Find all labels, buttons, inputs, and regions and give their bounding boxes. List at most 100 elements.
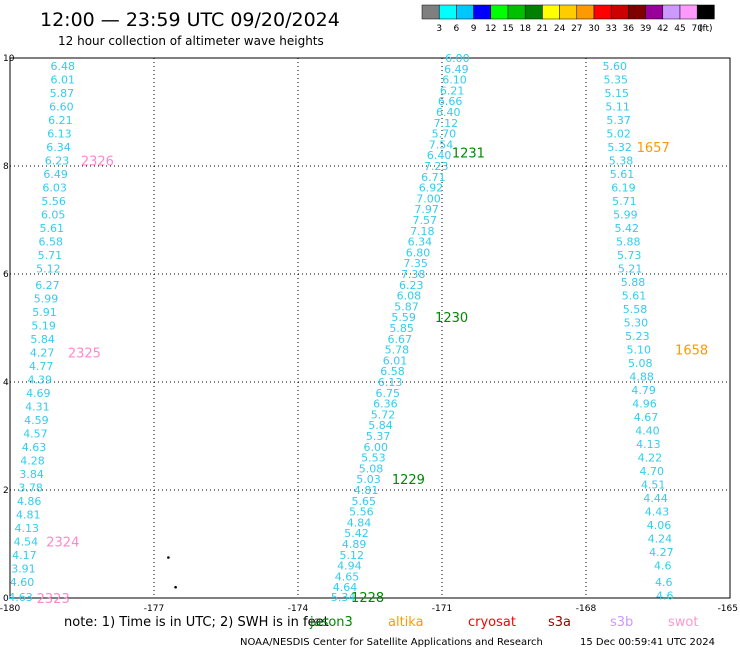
pass-number-label: 2324: [46, 535, 79, 550]
wave-height-label: 6.49: [444, 63, 469, 76]
wave-height-label: 6.13: [47, 128, 72, 141]
wave-height-label: 4.77: [29, 360, 54, 373]
wave-height-label: 4.6: [654, 560, 672, 573]
legend-swatch: [610, 4, 629, 20]
wave-height-label: 5.99: [34, 292, 59, 305]
pass-number-label: 1230: [435, 311, 468, 326]
wave-height-label: 5.23: [625, 330, 650, 343]
y-tick-label: 0: [3, 594, 9, 604]
pass-number-label: 2326: [81, 155, 114, 170]
wave-height-label: 4.31: [25, 400, 50, 413]
wave-height-label: 3.91: [11, 562, 36, 575]
legend-swatch: [507, 4, 526, 20]
wave-height-label: 5.32: [607, 141, 632, 154]
legend-swatch: [438, 4, 457, 20]
wave-height-label: 4.70: [640, 465, 665, 478]
wave-height-label: 6.71: [421, 171, 446, 184]
legend-label: 42: [657, 24, 668, 34]
wave-height-label: 6.23: [45, 155, 70, 168]
wave-height-label: 4.06: [647, 519, 672, 532]
wave-height-label: 5.15: [604, 87, 629, 100]
wave-height-label: 3.84: [19, 468, 44, 481]
legend-unit: (ft): [699, 24, 713, 34]
wave-height-label: 5.56: [41, 195, 66, 208]
wave-height-label: 7.35: [403, 257, 428, 270]
plot-frame: [9, 57, 731, 599]
wave-height-label: 6.67: [388, 333, 413, 346]
wave-height-label: 6.21: [48, 114, 73, 127]
data-dot: [174, 585, 177, 589]
note-text: note: 1) Time is in UTC; 2) SWH is in fe…: [64, 615, 329, 630]
wave-height-label: 6.00: [364, 441, 389, 454]
legend-swatch: [662, 4, 681, 20]
wave-height-label: 4.81: [16, 508, 41, 521]
wave-height-label: 6.80: [406, 246, 431, 259]
pass-number-label: 1657: [637, 141, 670, 156]
wave-height-label: 5.37: [366, 430, 391, 443]
legend-label: 21: [537, 24, 548, 34]
satellite-altika: altika: [388, 615, 424, 630]
legend-label: 36: [623, 24, 635, 34]
legend-label: 39: [640, 24, 652, 34]
wave-height-label: 4.59: [24, 414, 49, 427]
legend-label: 24: [554, 24, 566, 34]
wave-height-label: 5.88: [616, 236, 641, 249]
wave-height-label: 4.96: [632, 398, 657, 411]
legend-swatch: [490, 4, 509, 20]
wave-height-label: 5.02: [606, 128, 631, 141]
legend-swatch: [542, 4, 560, 20]
satellite-s3a: s3a: [548, 615, 571, 630]
wave-height-label: 5.30: [624, 317, 649, 330]
wave-height-label: 4.51: [641, 479, 666, 492]
x-tick-label: -180: [0, 604, 20, 614]
legend-label: 18: [519, 24, 531, 34]
wave-height-label: 5.99: [613, 209, 638, 222]
y-tick-label: 2: [3, 486, 9, 496]
wave-height-label: 4.13: [15, 522, 40, 535]
wave-height-label: 6.08: [397, 290, 422, 303]
wave-height-label: 6.48: [51, 60, 76, 73]
wave-height-label: 5.61: [40, 222, 65, 235]
wave-height-label: 5.10: [627, 344, 652, 357]
legend-label: 70: [691, 24, 703, 34]
wave-height-label: 5.70: [432, 128, 457, 141]
legend-swatch: [576, 4, 595, 20]
wave-height-label: 5.84: [30, 333, 55, 346]
wave-height-label: 5.61: [610, 168, 635, 181]
wave-height-label: 7.18: [410, 225, 435, 238]
wave-height-label: 4.6: [655, 576, 673, 589]
wave-height-label: 6.40: [436, 106, 461, 119]
satellite-jason3: jason3: [309, 615, 353, 630]
wave-height-label: 5.60: [603, 60, 628, 73]
wave-height-label: 5.53: [361, 452, 386, 465]
wave-height-label: 5.87: [50, 87, 75, 100]
wave-height-label: 4.27: [649, 546, 674, 559]
wave-height-label: 5.61: [622, 290, 647, 303]
wave-height-label: 5.88: [621, 276, 646, 289]
wave-height-label: 5.37: [606, 114, 631, 127]
legend-label: 6: [454, 24, 460, 34]
wave-height-label: 3.78: [18, 481, 43, 494]
footer-timestamp: 15 Dec 00:59:41 UTC 2024: [580, 637, 715, 648]
y-tick-label: 6: [3, 270, 9, 280]
wave-height-label: 4.79: [631, 384, 656, 397]
wave-height-label: 4.65: [335, 570, 360, 583]
wave-height-label: 5.71: [612, 195, 637, 208]
wave-height-label: 5.08: [359, 462, 384, 475]
legend-swatch: [628, 4, 646, 20]
wave-height-label: 4.54: [14, 535, 39, 548]
wave-height-label: 5.85: [389, 322, 414, 335]
legend-swatch: [559, 4, 578, 20]
wave-height-label: 4.57: [23, 427, 48, 440]
chart-title: 12:00 — 23:59 UTC 09/20/2024: [40, 9, 340, 31]
legend-label: 33: [605, 24, 616, 34]
legend-swatch: [456, 4, 474, 20]
legend-swatch: [679, 4, 698, 20]
wave-height-label: 5.87: [394, 300, 419, 313]
pass-labels: 2326 2325 2324 2323 1231 1230 1229 1228 1657 1658: [37, 141, 708, 607]
wave-height-label: 7.00: [416, 192, 441, 205]
wave-height-label: 6.13: [378, 376, 403, 389]
wave-height-label: 7.54: [429, 138, 454, 151]
wave-height-label: 5.72: [371, 408, 396, 421]
